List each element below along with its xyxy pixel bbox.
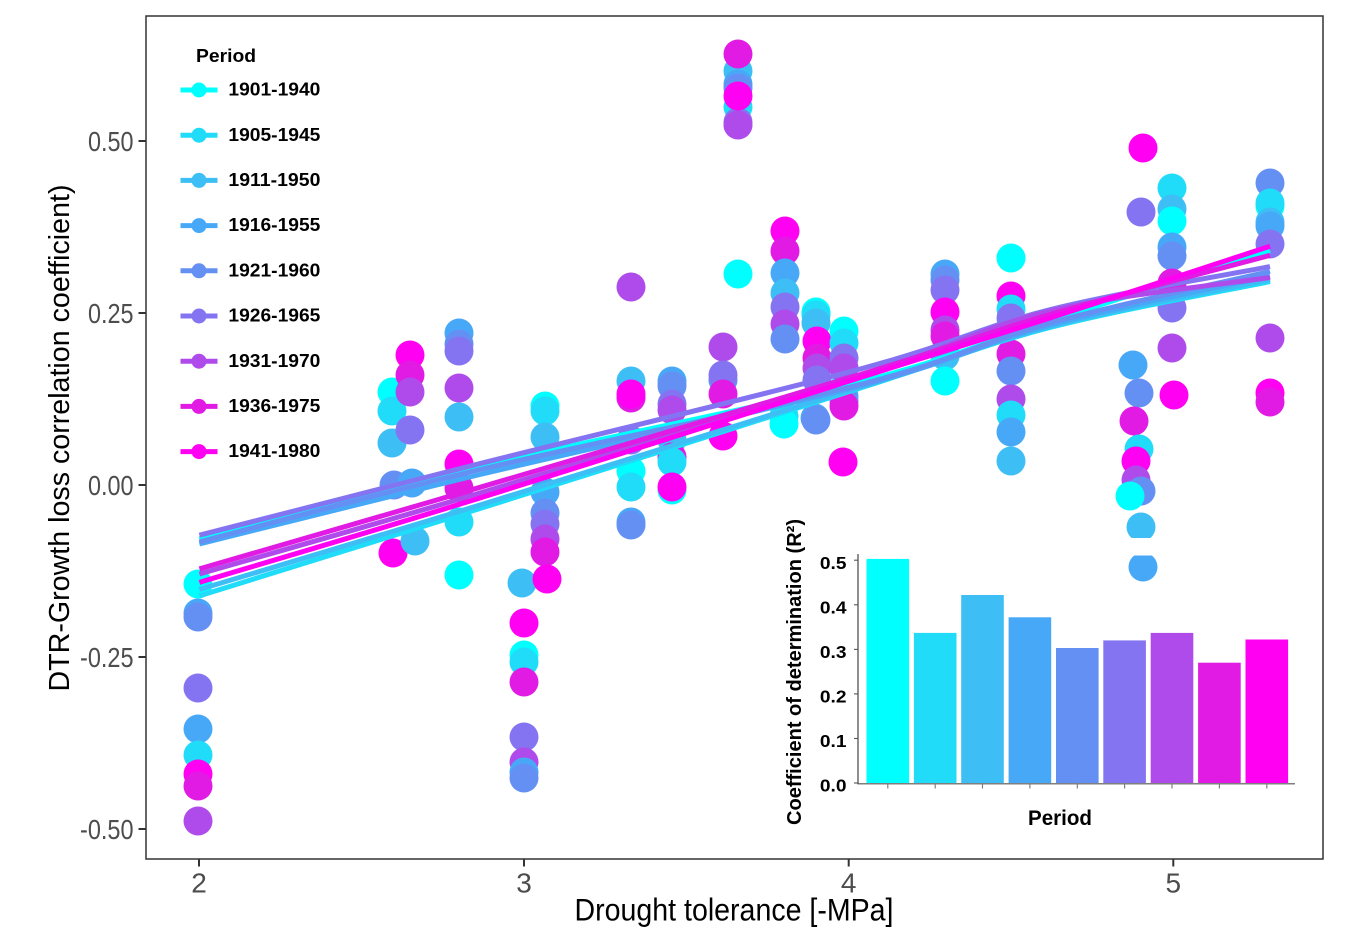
svg-text:3: 3 [516, 867, 532, 898]
svg-text:0.4: 0.4 [820, 597, 847, 617]
svg-text:0.00: 0.00 [88, 470, 134, 501]
svg-text:1926-1965: 1926-1965 [228, 305, 320, 326]
svg-text:5: 5 [1166, 867, 1182, 898]
svg-text:1911-1950: 1911-1950 [228, 169, 320, 190]
svg-text:0.5: 0.5 [820, 553, 847, 573]
svg-text:0.25: 0.25 [88, 298, 134, 329]
svg-text:Period: Period [1028, 807, 1092, 830]
svg-text:4: 4 [841, 867, 857, 898]
svg-text:0.50: 0.50 [88, 126, 134, 157]
svg-text:1931-1970: 1931-1970 [228, 350, 320, 371]
svg-text:1916-1955: 1916-1955 [228, 214, 320, 235]
svg-text:DTR-Growth loss correlation co: DTR-Growth loss correlation coefficient) [44, 185, 76, 692]
svg-text:1901-1940: 1901-1940 [228, 79, 320, 100]
svg-text:Coefficient of determination (: Coefficient of determination (R²) [783, 519, 806, 825]
svg-text:Period: Period [196, 45, 256, 66]
svg-text:0.2: 0.2 [820, 686, 847, 706]
svg-text:0.0: 0.0 [820, 776, 847, 796]
svg-text:1921-1960: 1921-1960 [228, 259, 320, 280]
svg-text:-0.25: -0.25 [80, 642, 134, 673]
svg-text:2: 2 [191, 867, 207, 898]
svg-text:Drought tolerance [-MPa]: Drought tolerance [-MPa] [575, 892, 894, 928]
svg-text:1941-1980: 1941-1980 [228, 440, 320, 461]
svg-text:1936-1975: 1936-1975 [228, 395, 320, 416]
svg-text:-0.50: -0.50 [80, 814, 134, 845]
svg-text:0.1: 0.1 [820, 731, 847, 751]
svg-text:0.3: 0.3 [820, 642, 847, 662]
svg-text:1905-1945: 1905-1945 [228, 124, 320, 145]
